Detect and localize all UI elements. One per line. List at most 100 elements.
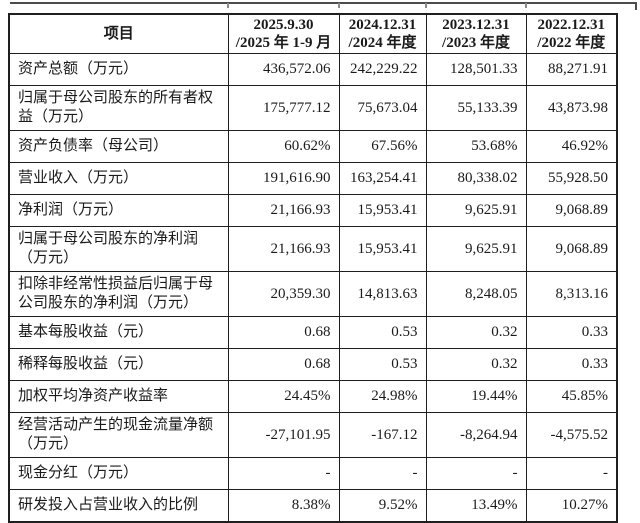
value-cell: 19.44% [425,380,527,413]
value-cell: 20,359.30 [227,271,340,317]
cropped-table-corner-stub [635,3,637,10]
table-row-diluted-eps: 稀释每股收益（元） 0.68 0.53 0.32 0.33 [8,348,618,381]
row-label: 研发投入占营业收入的比例 [8,489,229,523]
value-cell: 60.62% [227,130,340,163]
header-line: /2024 年度 [348,35,417,51]
value-cell: 21,166.93 [227,194,340,227]
value-cell: 15,953.41 [338,194,427,227]
header-line: 2023.12.31 [442,17,510,33]
header-line: 2025.9.30 [253,17,314,33]
table-row-rd-ratio: 研发投入占营业收入的比例 8.38% 9.52% 13.49% 10.27% [8,489,618,523]
value-cell: -4,575.52 [525,412,618,458]
value-cell: 67.56% [338,130,427,163]
row-label: 稀释每股收益（元） [8,348,229,381]
table-row-parent-equity: 归属于母公司股东的所有者权益（万元） 175,777.12 75,673.04 … [8,85,618,131]
table-row-weighted-roe: 加权平均净资产收益率 24.45% 24.98% 19.44% 45.85% [8,380,618,413]
table-row-debt-ratio: 资产负债率（母公司） 60.62% 67.56% 53.68% 46.92% [8,130,618,163]
column-header-2024: 2024.12.31 /2024 年度 [338,13,427,54]
table-row-parent-net-profit: 归属于母公司股东的净利润（万元） 21,166.93 15,953.41 9,6… [8,226,618,272]
value-cell: 8,313.16 [525,271,618,317]
value-cell: 75,673.04 [338,85,427,131]
value-cell: - [338,457,427,490]
row-label: 资产总额（万元） [8,53,229,86]
column-header-2023: 2023.12.31 /2023 年度 [425,13,527,54]
table-row-cash-dividend: 现金分红（万元） - - - - [8,457,618,490]
header-line: /2022 年度 [537,35,606,51]
header-line: /2023 年度 [442,35,510,51]
value-cell: 24.45% [227,380,340,413]
value-cell: 10.27% [525,489,618,523]
value-cell: 21,166.93 [227,226,340,272]
value-cell: 15,953.41 [338,226,427,272]
header-line: 2022.12.31 [537,17,606,33]
value-cell: 14,813.63 [338,271,427,317]
value-cell: 43,873.98 [525,85,618,131]
column-header-2022: 2022.12.31 /2022 年度 [525,13,618,54]
table-row-total-assets: 资产总额（万元） 436,572.06 242,229.22 128,501.3… [8,53,618,86]
value-cell: 0.32 [425,316,527,349]
value-cell: - [227,457,340,490]
cropped-table-edge-line [10,2,637,4]
value-cell: 242,229.22 [338,53,427,86]
value-cell: 55,928.50 [525,162,618,195]
value-cell: 0.68 [227,316,340,349]
row-label: 营业收入（万元） [8,162,229,195]
value-cell: 0.33 [525,316,618,349]
row-label: 基本每股收益（元） [8,316,229,349]
value-cell: 0.33 [525,348,618,381]
row-label: 归属于母公司股东的净利润（万元） [8,226,229,272]
row-label: 资产负债率（母公司） [8,130,229,163]
value-cell: 436,572.06 [227,53,340,86]
value-cell: 8.38% [227,489,340,523]
header-line: /2025 年 1-9 月 [235,35,332,51]
value-cell: 175,777.12 [227,85,340,131]
value-cell: -167.12 [338,412,427,458]
value-cell: 0.53 [338,348,427,381]
value-cell: 0.32 [425,348,527,381]
value-cell: 163,254.41 [338,162,427,195]
value-cell: 24.98% [338,380,427,413]
value-cell: 88,271.91 [525,53,618,86]
table-row-operating-cash-flow: 经营活动产生的现金流量净额（万元） -27,101.95 -167.12 -8,… [8,412,618,458]
column-header-2025: 2025.9.30 /2025 年 1-9 月 [227,13,340,54]
value-cell: 55,133.39 [425,85,527,131]
value-cell: 80,338.02 [425,162,527,195]
header-line: 2024.12.31 [348,17,417,33]
value-cell: - [525,457,618,490]
cropped-column-border-stub [338,3,340,8]
value-cell: 9,625.91 [425,226,527,272]
cropped-column-border-stub [525,3,527,8]
value-cell: 45.85% [525,380,618,413]
cropped-column-border-stub [227,3,229,8]
value-cell: 9,625.91 [425,194,527,227]
row-label: 加权平均净资产收益率 [8,380,229,413]
value-cell: -27,101.95 [227,412,340,458]
value-cell: 53.68% [425,130,527,163]
value-cell: 9.52% [338,489,427,523]
row-label: 经营活动产生的现金流量净额（万元） [8,412,229,458]
value-cell: -8,264.94 [425,412,527,458]
value-cell: 8,248.05 [425,271,527,317]
row-label: 现金分红（万元） [8,457,229,490]
cropped-column-border-stub [425,3,427,8]
value-cell: - [425,457,527,490]
table-row-basic-eps: 基本每股收益（元） 0.68 0.53 0.32 0.33 [8,316,618,349]
value-cell: 13.49% [425,489,527,523]
header-row: 项目 2025.9.30 /2025 年 1-9 月 2024.12.31 /2… [8,13,618,54]
header-line: 项目 [103,26,134,42]
financial-summary-table: 项目 2025.9.30 /2025 年 1-9 月 2024.12.31 /2… [8,13,618,523]
table-row-revenue: 营业收入（万元） 191,616.90 163,254.41 80,338.02… [8,162,618,195]
value-cell: 191,616.90 [227,162,340,195]
table-row-net-profit: 净利润（万元） 21,166.93 15,953.41 9,625.91 9,0… [8,194,618,227]
value-cell: 0.68 [227,348,340,381]
row-label: 归属于母公司股东的所有者权益（万元） [8,85,229,131]
value-cell: 9,068.89 [525,194,618,227]
row-label: 扣除非经常性损益后归属于母公司股东的净利润（万元） [8,271,229,317]
value-cell: 46.92% [525,130,618,163]
column-header-item: 项目 [8,13,229,54]
row-label: 净利润（万元） [8,194,229,227]
value-cell: 0.53 [338,316,427,349]
table-row-deducted-net-profit: 扣除非经常性损益后归属于母公司股东的净利润（万元） 20,359.30 14,8… [8,271,618,317]
value-cell: 9,068.89 [525,226,618,272]
value-cell: 128,501.33 [425,53,527,86]
